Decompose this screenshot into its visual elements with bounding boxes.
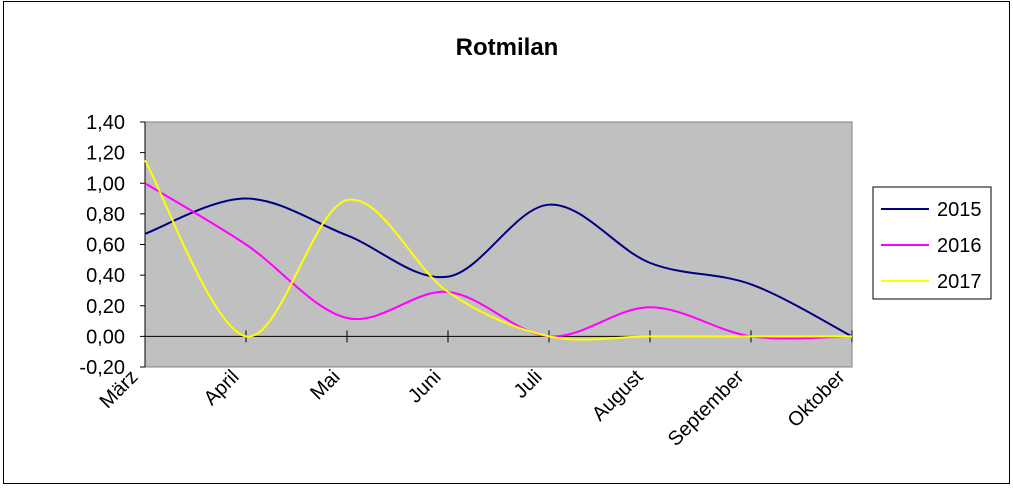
chart-title: Rotmilan (456, 34, 559, 61)
y-tick-label: 0,00 (86, 326, 125, 348)
y-tick-label: 1,20 (86, 143, 125, 165)
series-lines (144, 159, 853, 341)
y-tick-label: 0,80 (86, 204, 125, 226)
y-tick-label: -0,20 (79, 357, 125, 379)
y-axis: -0,20 0,00 0,20 0,40 0,60 0,80 1,00 1,20 1,40 (79, 112, 146, 379)
legend-label-2015: 2015 (937, 199, 982, 221)
series-line-2015 (144, 197, 853, 338)
y-tick-label: 0,20 (86, 296, 125, 318)
plot-area (144, 121, 853, 368)
series-line-2016 (144, 182, 853, 340)
legend-label-2016: 2016 (937, 235, 982, 257)
legend-label-2017: 2017 (937, 271, 982, 293)
legend: 2015 2016 2017 (872, 186, 992, 300)
y-tick-label: 1,00 (86, 173, 125, 195)
y-tick-label: 0,40 (86, 265, 125, 287)
y-tick-label: 0,60 (86, 235, 125, 257)
series-line-2017 (144, 159, 852, 341)
y-tick-label: 1,40 (86, 112, 125, 134)
